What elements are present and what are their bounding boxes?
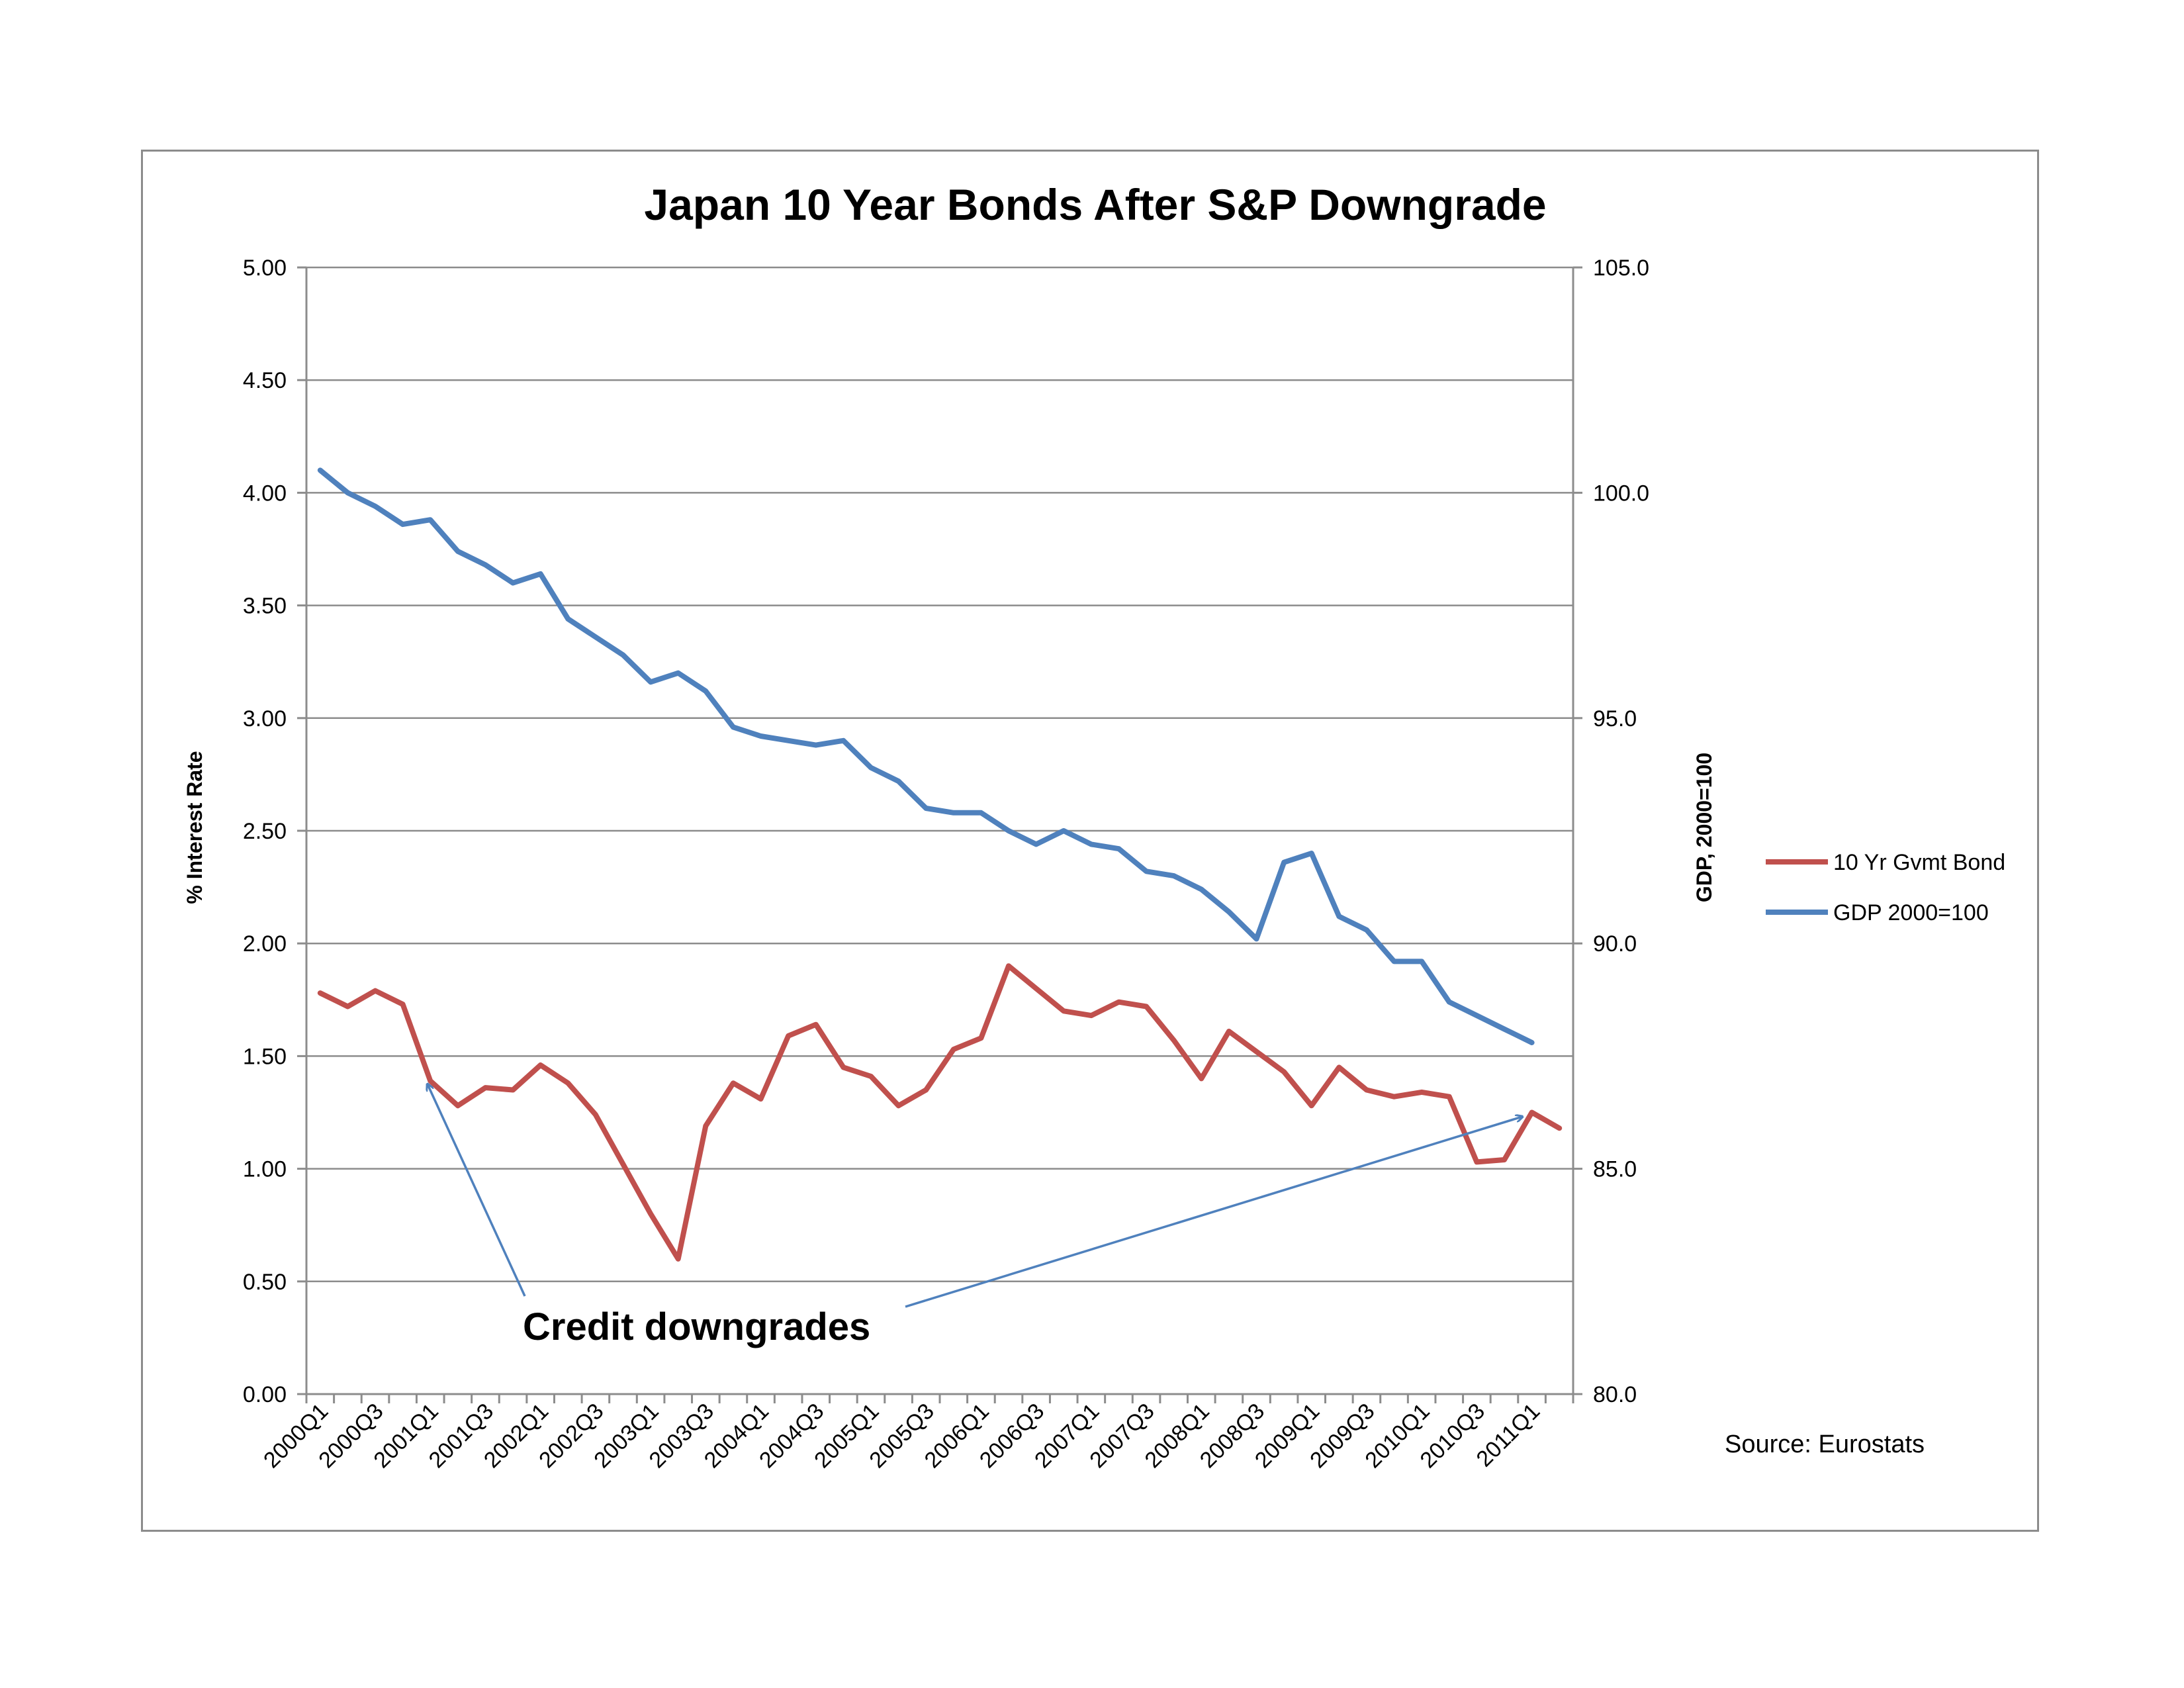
- left-y-tick-label: 4.50: [243, 368, 287, 393]
- right-y-ticks: 80.0 85.0 90.0 95.0 100.0 105.0: [1593, 256, 1649, 1407]
- left-y-tick-label: 5.00: [243, 256, 287, 281]
- series-lines: [317, 467, 1563, 1262]
- series-line-2: [317, 467, 1535, 1045]
- right-y-tick-label: 100.0: [1593, 481, 1649, 506]
- series-line-1: [317, 963, 1563, 1262]
- right-y-tick-label: 105.0: [1593, 256, 1649, 281]
- annotation-arrow-1: [428, 1084, 526, 1297]
- x-ticks: 2000Q12000Q32001Q12001Q32002Q12002Q32003…: [259, 1399, 1545, 1473]
- left-y-axis-title: % Interest Rate: [183, 751, 206, 904]
- source-note: Source: Eurostats: [1725, 1430, 1925, 1458]
- chart-frame: [141, 150, 2039, 1532]
- left-y-tick-label: 0.00: [243, 1382, 287, 1407]
- legend-label-1: 10 Yr Gvmt Bond: [1833, 850, 2005, 875]
- left-y-tick-label: 0.50: [243, 1270, 287, 1295]
- left-y-tick-label: 2.50: [243, 819, 287, 844]
- right-y-tick-label: 95.0: [1593, 706, 1637, 731]
- left-y-tick-label: 1.00: [243, 1157, 287, 1182]
- right-y-tick-label: 80.0: [1593, 1382, 1637, 1407]
- axes: [297, 266, 1582, 1403]
- right-y-tick-label: 85.0: [1593, 1157, 1637, 1182]
- right-y-tick-label: 90.0: [1593, 931, 1637, 957]
- annotation: Credit downgrades: [428, 1084, 1522, 1348]
- gridlines: [306, 266, 1573, 1283]
- chart-title: Japan 10 Year Bonds After S&P Downgrade: [644, 180, 1546, 229]
- annotation-text: Credit downgrades: [523, 1305, 870, 1348]
- left-y-tick-label: 1.50: [243, 1044, 287, 1069]
- left-y-tick-label: 2.00: [243, 931, 287, 957]
- left-y-ticks: 0.00 0.50 1.00 1.50 2.00 2.50 3.00 3.50 4.00 4.50…: [243, 256, 287, 1407]
- right-y-axis-title: GDP, 2000=100: [1692, 753, 1716, 902]
- left-y-tick-label: 4.00: [243, 481, 287, 506]
- legend: 10 Yr Gvmt Bond GDP 2000=100: [1766, 850, 2005, 925]
- left-y-tick-label: 3.00: [243, 706, 287, 731]
- legend-label-2: GDP 2000=100: [1833, 900, 1989, 925]
- annotation-arrow-2: [905, 1117, 1522, 1308]
- left-y-tick-label: 3.50: [243, 594, 287, 619]
